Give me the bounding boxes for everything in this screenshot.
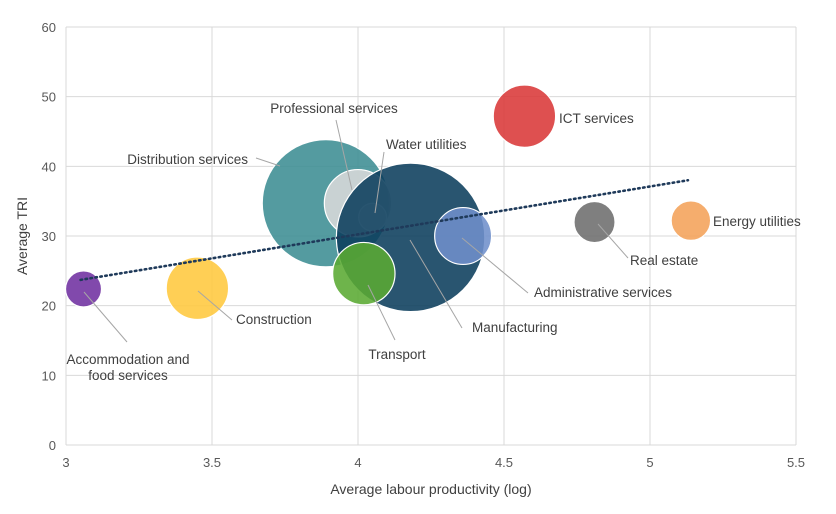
bubble — [64, 270, 103, 308]
bubble-label: Manufacturing — [472, 320, 558, 335]
trendline-group — [79, 178, 690, 282]
leader-line — [255, 157, 281, 167]
x-tick-label: 3 — [62, 455, 69, 470]
x-axis-title: Average labour productivity (log) — [330, 481, 531, 497]
y-tick-label: 50 — [42, 90, 56, 105]
bubble — [492, 84, 557, 148]
bubble-label: Transport — [368, 347, 426, 362]
bubble-label: Real estate — [630, 253, 698, 268]
bubble-label: Construction — [236, 312, 312, 327]
leader-line — [197, 290, 233, 321]
bubble-label: food services — [88, 368, 168, 383]
y-axis-title: Average TRI — [14, 197, 30, 275]
tick-labels-group: 3 3.5 4 4.5 5 5.5 0 10 20 30 40 50 60 — [42, 20, 806, 470]
bubble-label: Accommodation and — [66, 352, 189, 367]
bubble-label: ICT services — [559, 111, 634, 126]
leader-line — [367, 284, 396, 341]
bubble — [332, 241, 396, 306]
x-tick-label: 4 — [354, 455, 361, 470]
y-tick-label: 60 — [42, 20, 56, 35]
bubble-label: Administrative services — [534, 285, 672, 300]
leader-line — [83, 291, 128, 343]
bubble-label: Professional services — [270, 101, 398, 116]
leader-line — [335, 119, 353, 191]
trendline — [79, 178, 690, 282]
bubble-label: Distribution services — [127, 152, 248, 167]
x-tick-label: 5.5 — [787, 455, 805, 470]
leader-lines-group — [83, 119, 629, 343]
bubble-label: Energy utilities — [713, 214, 801, 229]
leader-line — [374, 151, 385, 214]
y-tick-label: 10 — [42, 368, 56, 383]
x-tick-label: 4.5 — [495, 455, 513, 470]
y-tick-label: 40 — [42, 159, 56, 174]
leader-line — [409, 239, 463, 329]
bubble — [165, 256, 230, 321]
y-tick-label: 0 — [49, 438, 56, 453]
bubble-label: Water utilities — [386, 137, 467, 152]
y-tick-label: 30 — [42, 229, 56, 244]
bubble — [670, 200, 712, 241]
x-tick-label: 3.5 — [203, 455, 221, 470]
y-tick-label: 20 — [42, 299, 56, 314]
x-tick-label: 5 — [646, 455, 653, 470]
leader-line — [461, 237, 529, 294]
leader-line — [597, 223, 629, 259]
